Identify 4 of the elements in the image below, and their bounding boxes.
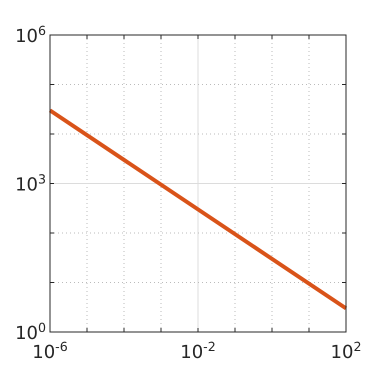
x-tick-label: 10$^{-2}$ — [180, 338, 216, 363]
y-tick-label: 10$^{3}$ — [15, 171, 46, 196]
x-tick-label: 10$^{2}$ — [330, 338, 362, 363]
y-tick-label: 10$^{6}$ — [15, 22, 46, 47]
